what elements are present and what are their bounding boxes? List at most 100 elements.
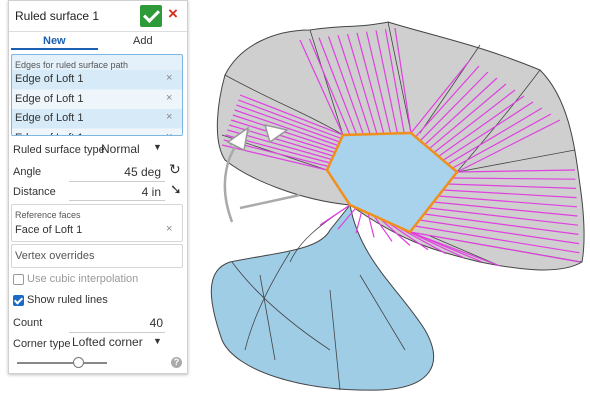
ruled-line	[308, 38, 351, 136]
ruled-line	[403, 228, 483, 263]
ruled-line	[337, 207, 357, 230]
ruled-lines	[221, 27, 581, 267]
ruled-line	[318, 37, 358, 135]
distance-label: Distance	[13, 186, 56, 198]
edge-item[interactable]: Edge of Loft 1 ×	[12, 109, 182, 128]
count-label: Count	[13, 317, 43, 329]
ruled-line	[221, 144, 328, 171]
dropdown-arrow: ▼	[153, 336, 162, 346]
ruled-line	[234, 109, 339, 147]
ruled-line	[456, 169, 576, 173]
edge-item[interactable]: Edge of Loft 1 ×	[12, 89, 182, 109]
edge-item-label: Edge of Loft 1	[15, 132, 84, 136]
ruled-line	[373, 215, 393, 242]
vertex-overrides-label: Vertex overrides	[15, 250, 95, 262]
ruled-line	[415, 65, 480, 138]
ruled-line	[410, 59, 471, 134]
hexagon-face	[325, 131, 459, 234]
edge-item[interactable]: Edge of Loft 1 ×	[12, 70, 182, 89]
reference-item-label: Face of Loft 1	[15, 224, 83, 236]
ruled-line	[355, 210, 363, 234]
ruled-line	[447, 107, 543, 165]
ruled-line	[456, 119, 561, 173]
ruled-line	[428, 207, 579, 226]
edge-item[interactable]: Edge of Loft 1 ×	[12, 128, 182, 136]
field-line	[69, 181, 165, 182]
ruled-label: Show ruled lines	[27, 294, 108, 306]
ruled-line	[452, 177, 576, 180]
slider-knob[interactable]	[73, 357, 84, 368]
cancel-button[interactable]: ×	[168, 4, 178, 23]
ruled-line	[299, 39, 344, 136]
cubic-label: Use cubic interpolation	[27, 273, 139, 285]
field-line	[69, 332, 165, 333]
field-line	[69, 200, 165, 201]
ruled-line	[394, 27, 412, 134]
ruled-line	[346, 33, 378, 135]
flip-direction-icon[interactable]: ➘	[170, 181, 182, 197]
ruled-line	[429, 83, 507, 150]
tab-add[interactable]: Add	[133, 35, 153, 47]
ruled-line	[419, 219, 580, 245]
type-value[interactable]: Normal	[101, 142, 140, 156]
edges-label: Edges for ruled surface path	[15, 60, 129, 70]
dialog-title: Ruled surface 1	[15, 9, 100, 23]
ruled-line	[337, 35, 371, 135]
tab-new[interactable]: New	[43, 35, 66, 47]
ruled-line	[384, 29, 405, 134]
angle-label: Angle	[13, 166, 42, 178]
slider-track	[17, 362, 107, 364]
remove-icon: ×	[166, 91, 173, 104]
dialog: Ruled surface 1 × New Add Edges for rule…	[8, 0, 188, 374]
reference-item[interactable]: Face of Loft 1 ×	[12, 222, 182, 240]
reference-list[interactable]: Reference faces Face of Loft 1 ×	[11, 204, 183, 242]
edge-item-label: Edge of Loft 1	[15, 73, 84, 85]
ruled-line	[237, 99, 342, 140]
remove-icon: ×	[166, 131, 172, 136]
ruled-line	[239, 94, 344, 136]
funnel	[210, 203, 435, 391]
ruled-line	[414, 225, 580, 254]
ruled-line	[379, 218, 411, 246]
ruled-line	[433, 201, 578, 217]
distance-value[interactable]: 4 in	[141, 185, 161, 199]
edge-item-label: Edge of Loft 1	[15, 112, 84, 124]
help-icon[interactable]: ?	[171, 357, 182, 368]
divider	[9, 31, 187, 32]
ruled-line	[419, 71, 489, 142]
ruled-line	[409, 231, 581, 263]
ruled-line	[356, 32, 385, 134]
angle-value[interactable]: 45 deg	[124, 165, 161, 179]
edges-list[interactable]: Edges for ruled surface path Edge of Lof…	[11, 54, 183, 136]
ruled-line	[319, 204, 351, 226]
ruled-line	[438, 195, 578, 208]
ruled-line	[385, 220, 429, 251]
dropdown-arrow: ▼	[153, 142, 162, 152]
flip-angle-icon[interactable]: ↻	[169, 161, 181, 177]
manipulator-arrows	[226, 123, 289, 152]
vertex-overrides[interactable]: Vertex overrides	[11, 244, 183, 268]
ruled-line	[365, 31, 392, 134]
remove-icon: ×	[166, 223, 173, 235]
accept-button[interactable]	[140, 5, 162, 27]
corner-label: Corner type	[13, 338, 71, 350]
remove-icon: ×	[166, 72, 173, 84]
ruled-line	[236, 104, 341, 143]
corner-value[interactable]: Lofted corner	[72, 335, 143, 349]
type-label: Ruled surface type	[13, 144, 105, 156]
count-value[interactable]: 40	[149, 316, 163, 330]
ruled-line	[424, 213, 579, 235]
ruled-checkbox[interactable]	[13, 295, 24, 306]
ruled-line	[375, 30, 398, 134]
ruled-line	[424, 77, 498, 146]
ruled-line	[230, 119, 336, 154]
ruled-line	[452, 113, 552, 169]
ruled-line	[433, 89, 516, 153]
remove-icon: ×	[166, 111, 173, 123]
cubic-checkbox[interactable]	[13, 274, 24, 285]
funnel-edges	[231, 251, 406, 391]
ruled-line	[442, 189, 577, 199]
ruled-line	[442, 101, 534, 161]
